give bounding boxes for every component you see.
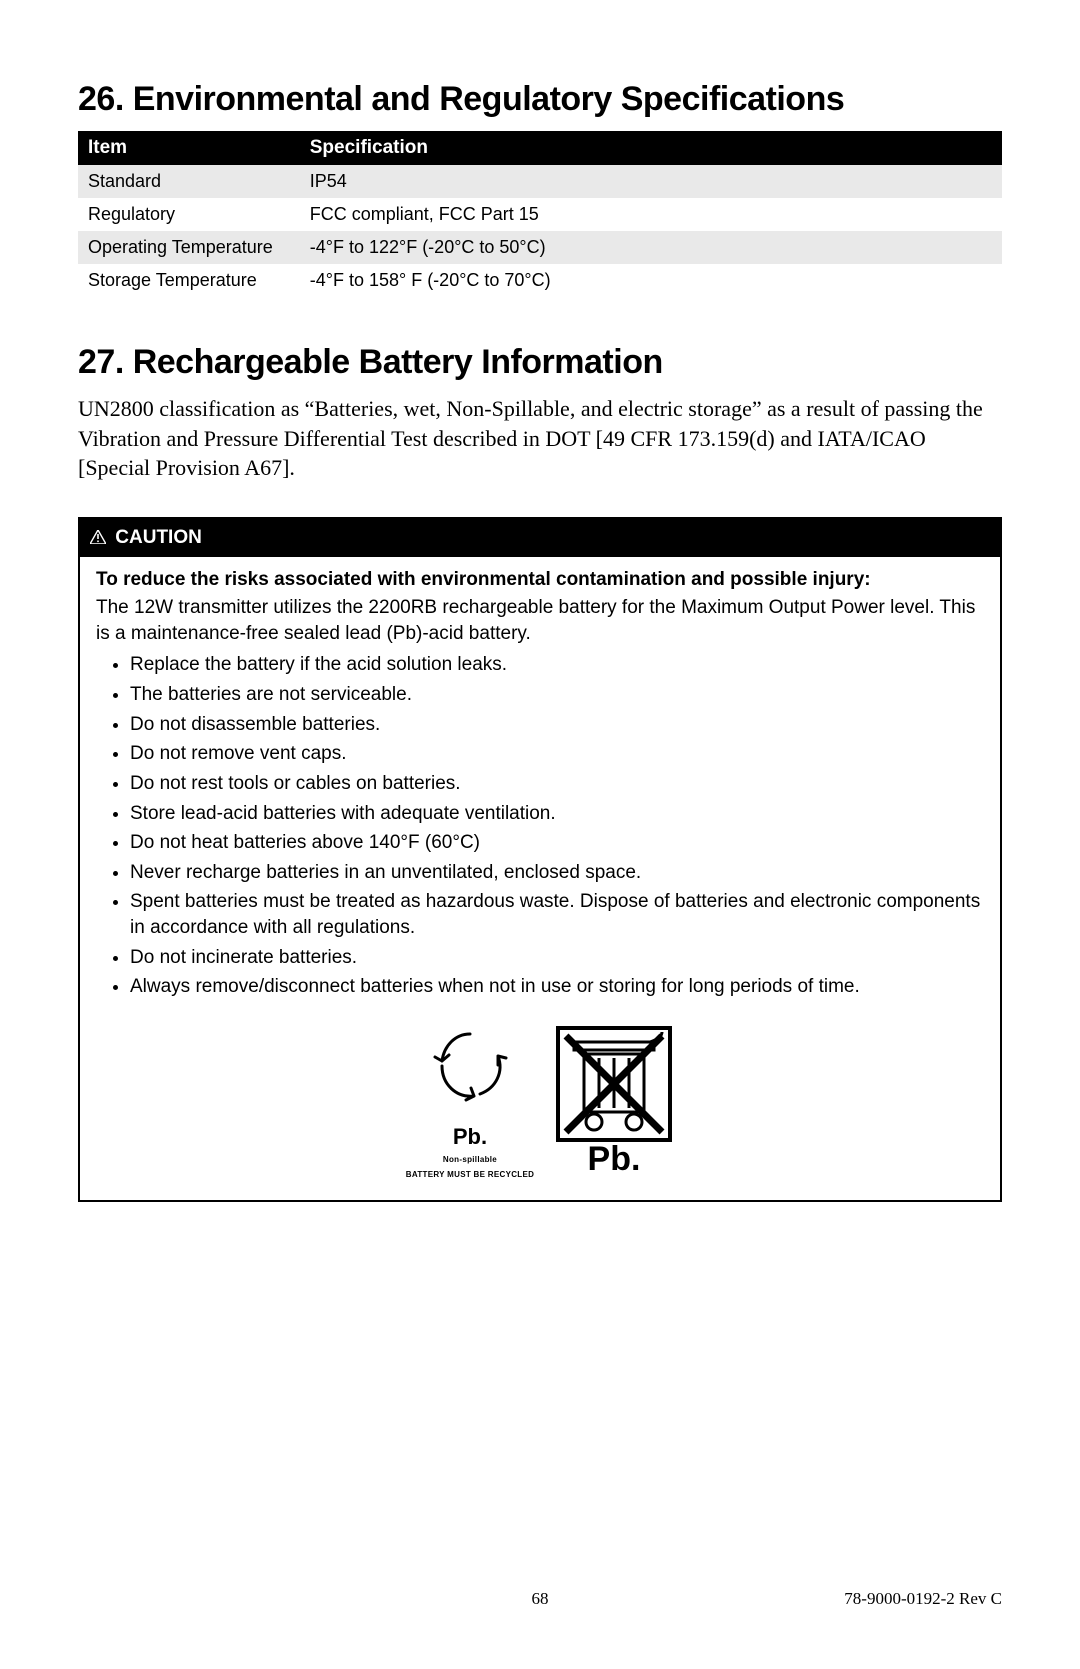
list-item: Replace the battery if the acid solution… xyxy=(130,652,984,678)
pb-tiny-line2: BATTERY MUST BE RECYCLED xyxy=(406,1171,534,1180)
table-row: Operating Temperature -4°F to 122°F (-20… xyxy=(78,231,1002,264)
crossed-bin-icon: Pb. xyxy=(554,1024,674,1174)
spec-table-header-item: Item xyxy=(78,131,300,165)
cell-item: Operating Temperature xyxy=(78,231,300,264)
list-item: Do not rest tools or cables on batteries… xyxy=(130,771,984,797)
pb-label-2: Pb. xyxy=(588,1140,641,1174)
cell-spec: -4°F to 158° F (-20°C to 70°C) xyxy=(300,264,1002,297)
recycle-arrows-icon xyxy=(420,1026,520,1116)
warning-icon xyxy=(90,528,106,549)
list-item: Do not remove vent caps. xyxy=(130,741,984,767)
cell-item: Regulatory xyxy=(78,198,300,231)
caution-para: The 12W transmitter utilizes the 2200RB … xyxy=(96,595,984,646)
list-item: Do not heat batteries above 140°F (60°C) xyxy=(130,830,984,856)
section-27-title: 27. Rechargeable Battery Information xyxy=(78,343,1002,382)
list-item: Spent batteries must be treated as hazar… xyxy=(130,889,984,940)
section-26-title: 26. Environmental and Regulatory Specifi… xyxy=(78,80,1002,119)
list-item: Do not incinerate batteries. xyxy=(130,945,984,971)
list-item: The batteries are not serviceable. xyxy=(130,682,984,708)
list-item: Do not disassemble batteries. xyxy=(130,712,984,738)
pb-recycle-symbol: Pb. Non-spillable BATTERY MUST BE RECYCL… xyxy=(406,1026,534,1180)
cell-spec: FCC compliant, FCC Part 15 xyxy=(300,198,1002,231)
list-item: Always remove/disconnect batteries when … xyxy=(130,974,984,1000)
recycle-symbols: Pb. Non-spillable BATTERY MUST BE RECYCL… xyxy=(96,1024,984,1180)
caution-bullet-list: Replace the battery if the acid solution… xyxy=(102,652,984,1000)
table-row: Storage Temperature -4°F to 158° F (-20°… xyxy=(78,264,1002,297)
list-item: Never recharge batteries in an unventila… xyxy=(130,860,984,886)
caution-header: CAUTION xyxy=(80,519,1000,557)
page-footer: 68 78-9000-0192-2 Rev C xyxy=(78,1589,1002,1609)
table-row: Standard IP54 xyxy=(78,165,1002,198)
caution-lead: To reduce the risks associated with envi… xyxy=(96,569,984,591)
pb-label: Pb. xyxy=(406,1124,534,1150)
spec-table-header-spec: Specification xyxy=(300,131,1002,165)
caution-box: CAUTION To reduce the risks associated w… xyxy=(78,517,1002,1202)
cell-spec: IP54 xyxy=(300,165,1002,198)
cell-item: Storage Temperature xyxy=(78,264,300,297)
pb-tiny-line1: Non-spillable xyxy=(406,1156,534,1165)
page-number: 68 xyxy=(532,1589,549,1609)
section-27-paragraph: UN2800 classification as “Batteries, wet… xyxy=(78,394,1002,483)
no-trash-symbol: Pb. xyxy=(554,1024,674,1180)
spec-table: Item Specification Standard IP54 Regulat… xyxy=(78,131,1002,297)
list-item: Store lead-acid batteries with adequate … xyxy=(130,801,984,827)
cell-spec: -4°F to 122°F (-20°C to 50°C) xyxy=(300,231,1002,264)
caution-label: CAUTION xyxy=(115,527,202,548)
document-id: 78-9000-0192-2 Rev C xyxy=(844,1589,1002,1609)
table-row: Regulatory FCC compliant, FCC Part 15 xyxy=(78,198,1002,231)
cell-item: Standard xyxy=(78,165,300,198)
